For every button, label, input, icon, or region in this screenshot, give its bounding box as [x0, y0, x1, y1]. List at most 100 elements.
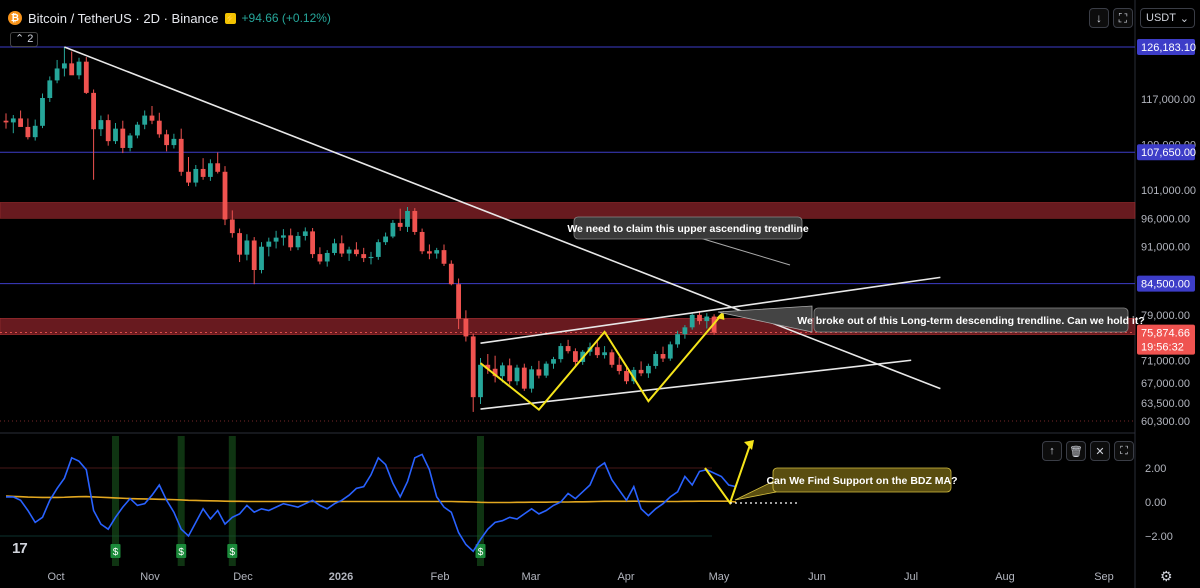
gear-icon[interactable]: ⚙ [1160, 568, 1173, 584]
candle [244, 234, 250, 261]
signal-marker-box [227, 544, 238, 558]
candle-body [529, 369, 534, 389]
candle [346, 246, 352, 261]
candle [273, 230, 279, 249]
symbol-header: ₿ Bitcoin / TetherUS · 2D · Binance ⚡ +9… [8, 8, 331, 28]
candle [302, 227, 308, 241]
projection-arrow [704, 444, 751, 506]
callout-2-box [813, 307, 1129, 333]
countdown-text: 19:56:32 [1141, 342, 1184, 354]
indicator-tick: −2.00 [1145, 531, 1173, 543]
candle [229, 210, 235, 238]
candle-body [653, 354, 659, 366]
candle-body [98, 120, 104, 130]
bdz-ma-line [5, 495, 737, 504]
candle [54, 59, 60, 84]
candle [127, 133, 133, 152]
candle [456, 278, 461, 330]
candle [259, 242, 264, 274]
candle [295, 231, 301, 251]
price-change: +94.66 (+0.12%) [241, 11, 331, 25]
maximize-icon[interactable]: ⛶ [1114, 441, 1134, 461]
candle [602, 346, 607, 359]
candle [76, 57, 82, 80]
candle-body [609, 352, 615, 365]
candle-body [397, 222, 403, 227]
candle [697, 310, 702, 325]
candle [638, 361, 644, 377]
candle-body [624, 371, 629, 382]
candle-body [682, 327, 688, 335]
candle [186, 157, 191, 186]
candle [521, 363, 527, 391]
level-tag-text: 126,183.10 [1141, 42, 1196, 54]
callout-1-box [573, 216, 803, 240]
callout-1-text: We need to claim this upper ascending tr… [567, 223, 809, 235]
callout-3-box [772, 467, 952, 493]
symbol-title[interactable]: Bitcoin / TetherUS · 2D · Binance [28, 10, 219, 26]
candle-body [631, 369, 637, 382]
candle [543, 361, 549, 378]
last-price-tag [1137, 324, 1195, 355]
currency-select[interactable]: USDT ⌄ [1140, 8, 1195, 28]
candle-body [638, 369, 644, 374]
candle-body [47, 80, 53, 98]
candle [500, 362, 505, 383]
candle-body [69, 63, 75, 76]
candle-body [127, 135, 133, 148]
price-tick: 101,000.00 [1141, 185, 1196, 197]
time-tick: Sep [1094, 571, 1114, 583]
candle-body [492, 368, 498, 377]
candle [47, 76, 53, 102]
trendline-long-term-descending [64, 46, 941, 390]
indicators-toggle[interactable]: ⌃ 2 [10, 32, 39, 47]
candle-body [40, 97, 45, 126]
candle [32, 119, 38, 141]
candle [412, 208, 418, 235]
signal-band [477, 436, 484, 566]
candle-body [288, 235, 294, 248]
candle [667, 341, 673, 361]
candle-body [697, 314, 702, 322]
candle [332, 238, 337, 256]
fullscreen-icon[interactable]: ⛶ [1113, 8, 1133, 28]
candle [222, 166, 228, 226]
candle [682, 325, 688, 339]
trendline-channel-upper [480, 276, 941, 345]
time-tick: 2026 [329, 571, 353, 583]
candle-body [18, 118, 23, 127]
candle-body [222, 171, 228, 220]
indicator-line [6, 453, 737, 553]
callout-2-text: We broke out of this Long-term descendin… [797, 315, 1144, 327]
candle-body [551, 359, 556, 364]
candle [40, 93, 45, 129]
candle [397, 208, 403, 231]
candle [156, 112, 162, 138]
collapse-icon[interactable]: ✕ [1090, 441, 1110, 461]
time-tick: Nov [140, 571, 160, 583]
trash-icon[interactable]: 🗑 [1066, 441, 1086, 461]
candle-body [25, 126, 31, 138]
chevron-down-icon: ⌄ [1179, 12, 1189, 25]
candle-body [419, 231, 425, 252]
candle [427, 244, 432, 260]
candle [470, 333, 476, 412]
candle [375, 239, 381, 260]
time-tick: Oct [47, 571, 64, 583]
candle [609, 349, 615, 368]
candle [419, 228, 425, 255]
candle [208, 159, 213, 181]
time-tick: May [709, 571, 730, 583]
candle [69, 51, 75, 76]
candle-body [434, 250, 440, 254]
signal-marker-box [475, 544, 486, 558]
level-tag-text: 84,500.00 [1141, 279, 1190, 291]
candle [149, 105, 155, 125]
candle [324, 250, 330, 267]
download-icon[interactable]: ↓ [1089, 8, 1109, 28]
candle [113, 122, 118, 144]
price-tick: 117,000.00 [1141, 94, 1195, 106]
candle [142, 110, 148, 130]
arrow-up-icon[interactable]: ↑ [1042, 441, 1062, 461]
